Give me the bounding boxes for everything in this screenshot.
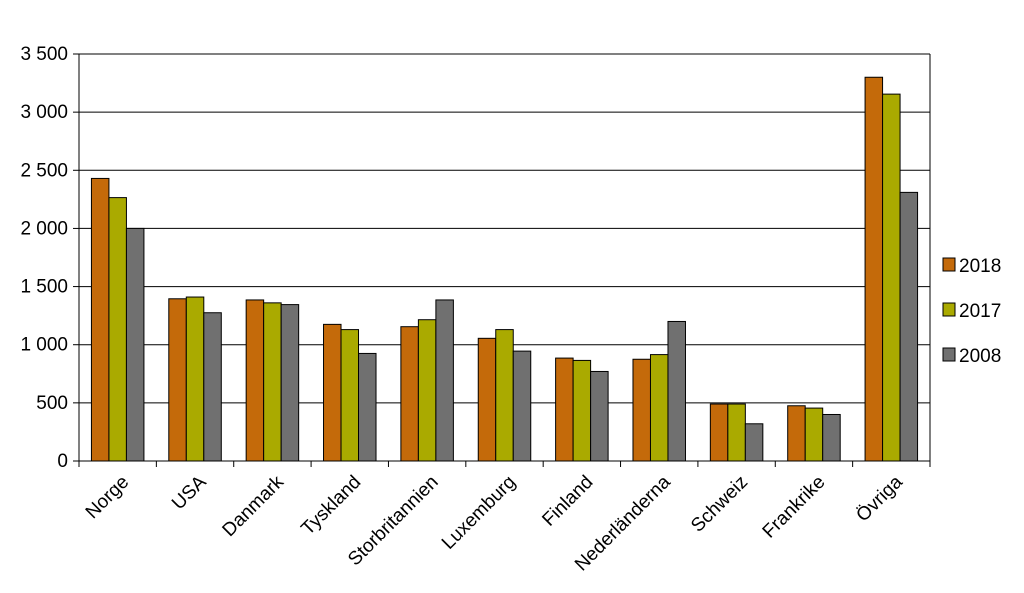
bar-2008-10 [899, 191, 919, 462]
bars [90, 76, 919, 462]
x-tick-label: Övriga [852, 471, 907, 526]
x-tick-label: Frankrike [759, 472, 830, 543]
legend-label-2018: 2018 [959, 256, 1001, 277]
axes [73, 53, 931, 467]
y-tick-label: 3 500 [20, 44, 68, 65]
bar-2018-9 [787, 405, 806, 462]
bar-2017-2 [263, 302, 282, 462]
bar-2018-1 [168, 298, 187, 462]
bar-2008-4 [435, 299, 454, 462]
bar-2017-8 [727, 403, 746, 462]
x-tick-label: Finland [538, 472, 597, 531]
legend-swatch-2017 [942, 302, 956, 317]
bar-2018-3 [323, 323, 342, 462]
bar-2008-1 [203, 312, 222, 462]
bar-2008-9 [822, 413, 841, 462]
bar-2018-5 [477, 337, 497, 462]
bar-2017-0 [108, 197, 127, 462]
bar-2017-4 [417, 319, 437, 462]
tick-labels: 0 500 1 000 1 500 2 000 2 500 3 000 3 500 Norge U… [20, 44, 907, 575]
bar-2018-2 [245, 299, 265, 462]
y-tick-label: 2 000 [20, 218, 68, 239]
legend-label-2008: 2008 [959, 346, 1001, 367]
x-tick-label: Tyskland [297, 472, 365, 540]
bar-2018-6 [555, 357, 574, 462]
bar-2008-8 [744, 423, 764, 462]
y-tick-label: 3 000 [20, 102, 68, 123]
x-tick-label: Norge [82, 472, 133, 523]
bar-2017-6 [572, 359, 592, 462]
bar-2018-0 [90, 177, 110, 462]
bar-2018-7 [632, 358, 651, 462]
y-tick-label: 0 [57, 451, 68, 472]
legend-swatch-2008 [942, 347, 956, 362]
bar-2017-7 [649, 354, 669, 462]
bar-2017-5 [495, 329, 514, 462]
y-tick-label: 2 500 [20, 160, 68, 181]
bar-2017-10 [882, 93, 901, 462]
x-tick-label: Schweiz [687, 472, 752, 537]
legend-label-2017: 2017 [959, 301, 1001, 322]
bar-2017-1 [185, 296, 205, 462]
y-tick-label: 1 000 [20, 335, 68, 356]
bar-2008-2 [280, 304, 300, 462]
bar-2017-3 [340, 329, 360, 462]
y-tick-label: 1 500 [20, 277, 68, 298]
bar-2018-10 [864, 76, 884, 462]
x-tick-label: USA [168, 471, 211, 514]
x-tick-label: Luxemburg [438, 472, 520, 554]
x-tick-label: Danmark [219, 471, 289, 541]
bar-2008-6 [590, 370, 609, 462]
bar-2008-7 [667, 320, 686, 462]
legend-swatch-2018 [942, 257, 956, 272]
bar-2018-8 [709, 403, 729, 462]
bar-2008-5 [512, 350, 532, 462]
bar-2018-4 [400, 326, 419, 462]
legend: 2018 2017 2008 [942, 256, 1001, 367]
y-tick-label: 500 [36, 393, 68, 414]
bar-2008-3 [358, 352, 377, 462]
bar-2008-0 [125, 227, 145, 462]
bar-2017-9 [804, 407, 824, 462]
